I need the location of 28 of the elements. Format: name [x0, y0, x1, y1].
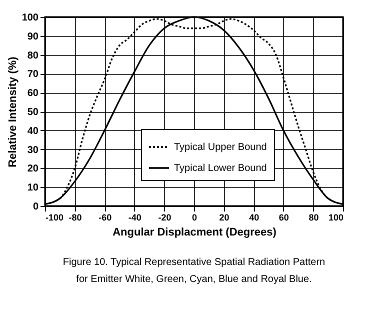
caption: Figure 10. Typical Representative Spatial Radiation Pattern — [62, 257, 326, 268]
x-tick-label: 60 — [278, 212, 289, 222]
x-tick-label: 20 — [219, 212, 230, 222]
x-tick-label: 100 — [328, 212, 344, 222]
y-tick-label: 40 — [27, 126, 39, 137]
x-tick-label: -60 — [98, 212, 112, 222]
x-tick-label: -100 — [46, 212, 64, 222]
y-tick-label: 80 — [27, 50, 39, 62]
y-tick-label: 90 — [27, 31, 39, 42]
y-tick-label: 50 — [27, 107, 39, 118]
x-tick-label: 80 — [308, 212, 319, 222]
x-tick-label: -80 — [68, 212, 82, 222]
y-tick-label: 10 — [27, 182, 39, 194]
x-tick-label: 40 — [249, 212, 260, 222]
x-axis-title: Angular Displacment (Degrees) — [112, 226, 277, 238]
y-tick-label: 30 — [27, 144, 39, 156]
x-tick-label: -20 — [158, 212, 172, 222]
x-tick-label: -40 — [128, 212, 142, 222]
y-tick-label: 20 — [27, 164, 39, 175]
y-tick-label: 0 — [32, 202, 39, 212]
y-axis-title: Relative Intensity (%) — [6, 56, 19, 168]
text: for Emitter White, Green, Cyan, Blue and Royal Blue. — [76, 274, 312, 285]
legend-label: Typical Lower Bound — [174, 163, 267, 174]
y-tick-label: 100 — [22, 12, 39, 24]
y-tick-label: 60 — [27, 88, 39, 100]
legend-label: Typical Upper Bound — [174, 142, 267, 153]
x-tick-label: 0 — [192, 212, 198, 222]
y-tick-label: 70 — [27, 69, 39, 80]
